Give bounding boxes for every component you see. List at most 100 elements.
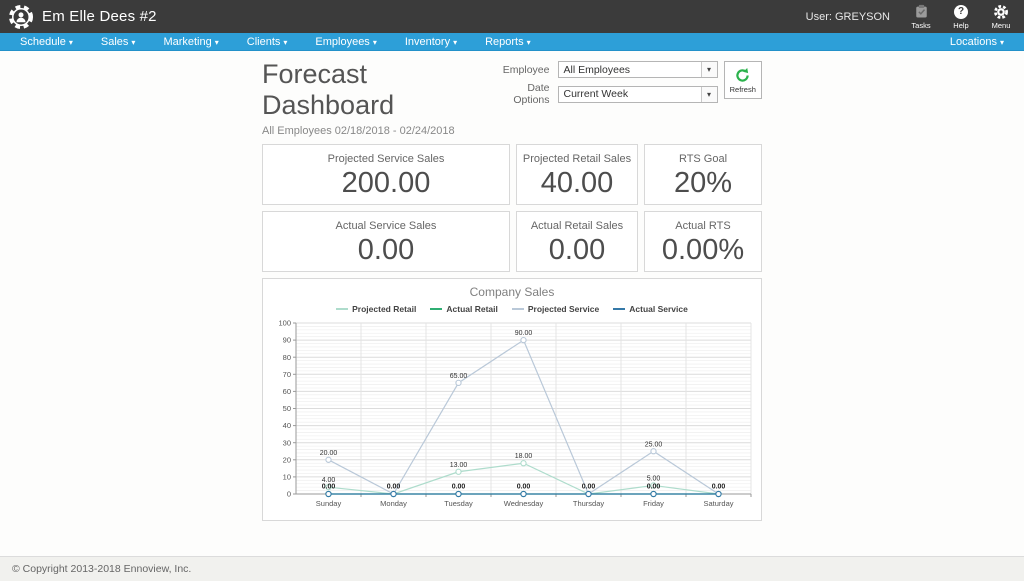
card-actual-rts: Actual RTS 0.00% — [644, 211, 762, 272]
svg-text:0.00: 0.00 — [517, 484, 531, 491]
nav-item-inventory[interactable]: Inventory ▾ — [404, 35, 458, 48]
caret-down-icon: ▾ — [214, 37, 219, 47]
chart-title: Company Sales — [469, 285, 555, 299]
card-projected-service-sales: Projected Service Sales 200.00 — [262, 144, 510, 205]
svg-text:20.00: 20.00 — [320, 450, 338, 457]
app-logo-gear-person-icon — [8, 4, 34, 29]
refresh-button[interactable]: Refresh — [723, 61, 762, 99]
help-label: Help — [953, 20, 969, 30]
svg-text:0.00: 0.00 — [322, 484, 336, 491]
stat-value: 0.00 — [548, 234, 606, 266]
svg-text:70: 70 — [283, 370, 291, 379]
tasks-button[interactable]: Tasks — [906, 4, 936, 30]
help-question-icon: ? — [946, 4, 976, 20]
content-area: Forecast Dashboard All Employees 02/18/2… — [262, 51, 762, 521]
copyright-text: © Copyright 2013-2018 Ennoview, Inc. — [12, 563, 192, 575]
company-sales-chart: 0 10 20 30 40 50 60 70 80 90 100 Sunday Monday Tuesda… — [278, 319, 752, 508]
svg-text:13.00: 13.00 — [450, 462, 468, 469]
refresh-icon — [736, 67, 749, 82]
svg-text:0.00: 0.00 — [452, 484, 466, 491]
svg-text:Friday: Friday — [643, 499, 664, 508]
company-sales-panel: Company Sales Projected Retail Actual Re… — [262, 278, 762, 521]
nav-item-locations[interactable]: Locations ▾ — [949, 35, 1004, 48]
svg-text:18.00: 18.00 — [515, 453, 533, 460]
svg-text:4.00: 4.00 — [322, 477, 336, 484]
svg-text:0.00: 0.00 — [582, 484, 596, 491]
nav-item-employees[interactable]: Employees ▾ — [315, 35, 377, 48]
caret-down-icon: ▾ — [453, 37, 458, 47]
legend-projected-retail: Projected Retail — [336, 304, 416, 314]
nav-item-schedule[interactable]: Schedule ▾ — [20, 35, 73, 48]
svg-text:25.00: 25.00 — [645, 441, 663, 448]
page-title: Forecast Dashboard — [262, 59, 395, 120]
legend-dash-icon — [430, 308, 443, 310]
svg-text:Saturday: Saturday — [703, 499, 733, 508]
card-rts-goal: RTS Goal 20% — [644, 144, 762, 205]
main-nav: Schedule ▾ Sales ▾ Marketing ▾ Clients ▾ Emp… — [0, 33, 1024, 51]
svg-text:90.00: 90.00 — [515, 330, 533, 337]
caret-down-icon: ▾ — [700, 62, 717, 77]
caret-down-icon: ▾ — [372, 37, 377, 47]
menu-gear-icon — [986, 4, 1016, 20]
card-projected-retail-sales: Projected Retail Sales 40.00 — [516, 144, 638, 205]
svg-text:Thursday: Thursday — [573, 499, 605, 508]
nav-item-marketing[interactable]: Marketing ▾ — [163, 35, 219, 48]
legend-dash-icon — [511, 308, 524, 310]
help-button[interactable]: ? Help — [946, 4, 976, 30]
stat-value: 200.00 — [341, 167, 431, 199]
tasks-clipboard-icon — [906, 4, 936, 20]
legend-actual-service: Actual Service — [613, 304, 688, 314]
menu-button[interactable]: Menu — [986, 4, 1016, 30]
stat-value: 20% — [673, 167, 733, 199]
svg-text:5.00: 5.00 — [647, 475, 661, 482]
svg-text:50: 50 — [283, 404, 291, 413]
caret-down-icon: ▾ — [700, 86, 717, 102]
nav-item-sales[interactable]: Sales ▾ — [100, 35, 136, 48]
page-header: Forecast Dashboard All Employees 02/18/2… — [262, 59, 497, 137]
svg-text:90: 90 — [283, 336, 291, 345]
caret-down-icon: ▾ — [283, 37, 288, 47]
caret-down-icon: ▾ — [526, 37, 531, 47]
nav-item-reports[interactable]: Reports ▾ — [485, 35, 531, 48]
date-options-select[interactable]: Current Week ▾ — [557, 85, 718, 103]
svg-text:60: 60 — [283, 387, 291, 396]
app-title: Em Elle Dees #2 — [42, 8, 157, 25]
legend-projected-service: Projected Service — [511, 304, 599, 314]
filter-controls: Employee All Employees ▾ Date Options Cu… — [497, 61, 762, 106]
card-actual-service-sales: Actual Service Sales 0.00 — [262, 211, 510, 272]
svg-text:0.00: 0.00 — [387, 484, 401, 491]
user-label: User: GREYSON — [805, 10, 890, 23]
menu-label: Menu — [991, 20, 1011, 30]
legend-actual-retail: Actual Retail — [430, 304, 498, 314]
stat-value: 0.00 — [357, 234, 415, 266]
legend-dash-icon — [336, 308, 349, 310]
caret-down-icon: ▾ — [68, 37, 73, 47]
svg-text:Monday: Monday — [380, 499, 407, 508]
legend-dash-icon — [613, 308, 626, 310]
refresh-label: Refresh — [729, 84, 756, 94]
stat-value: 0.00% — [661, 234, 745, 266]
caret-down-icon: ▾ — [999, 37, 1004, 47]
tasks-label: Tasks — [911, 20, 931, 30]
caret-down-icon: ▾ — [131, 37, 136, 47]
stat-cards: Projected Service Sales 200.00 Projected… — [262, 144, 762, 272]
svg-text:65.00: 65.00 — [450, 373, 468, 380]
chart-legend: Projected Retail Actual Retail Projected… — [267, 304, 757, 314]
stat-value: 40.00 — [540, 167, 614, 199]
page-subtitle: All Employees 02/18/2018 - 02/24/2018 — [262, 125, 455, 137]
svg-text:Wednesday: Wednesday — [504, 499, 544, 508]
card-actual-retail-sales: Actual Retail Sales 0.00 — [516, 211, 638, 272]
employee-label: Employee — [502, 63, 550, 76]
svg-text:20: 20 — [283, 455, 291, 464]
svg-text:0.00: 0.00 — [647, 484, 661, 491]
footer: © Copyright 2013-2018 Ennoview, Inc. — [0, 556, 1024, 581]
svg-text:40: 40 — [283, 421, 291, 430]
topbar: Em Elle Dees #2 User: GREYSON Tasks ? He… — [0, 0, 1024, 33]
svg-text:Sunday: Sunday — [316, 499, 342, 508]
nav-item-clients[interactable]: Clients ▾ — [246, 35, 288, 48]
svg-text:80: 80 — [283, 353, 291, 362]
svg-text:Tuesday: Tuesday — [444, 499, 473, 508]
svg-text:100: 100 — [278, 319, 291, 328]
employee-select[interactable]: All Employees ▾ — [557, 61, 718, 78]
svg-text:30: 30 — [283, 438, 291, 447]
